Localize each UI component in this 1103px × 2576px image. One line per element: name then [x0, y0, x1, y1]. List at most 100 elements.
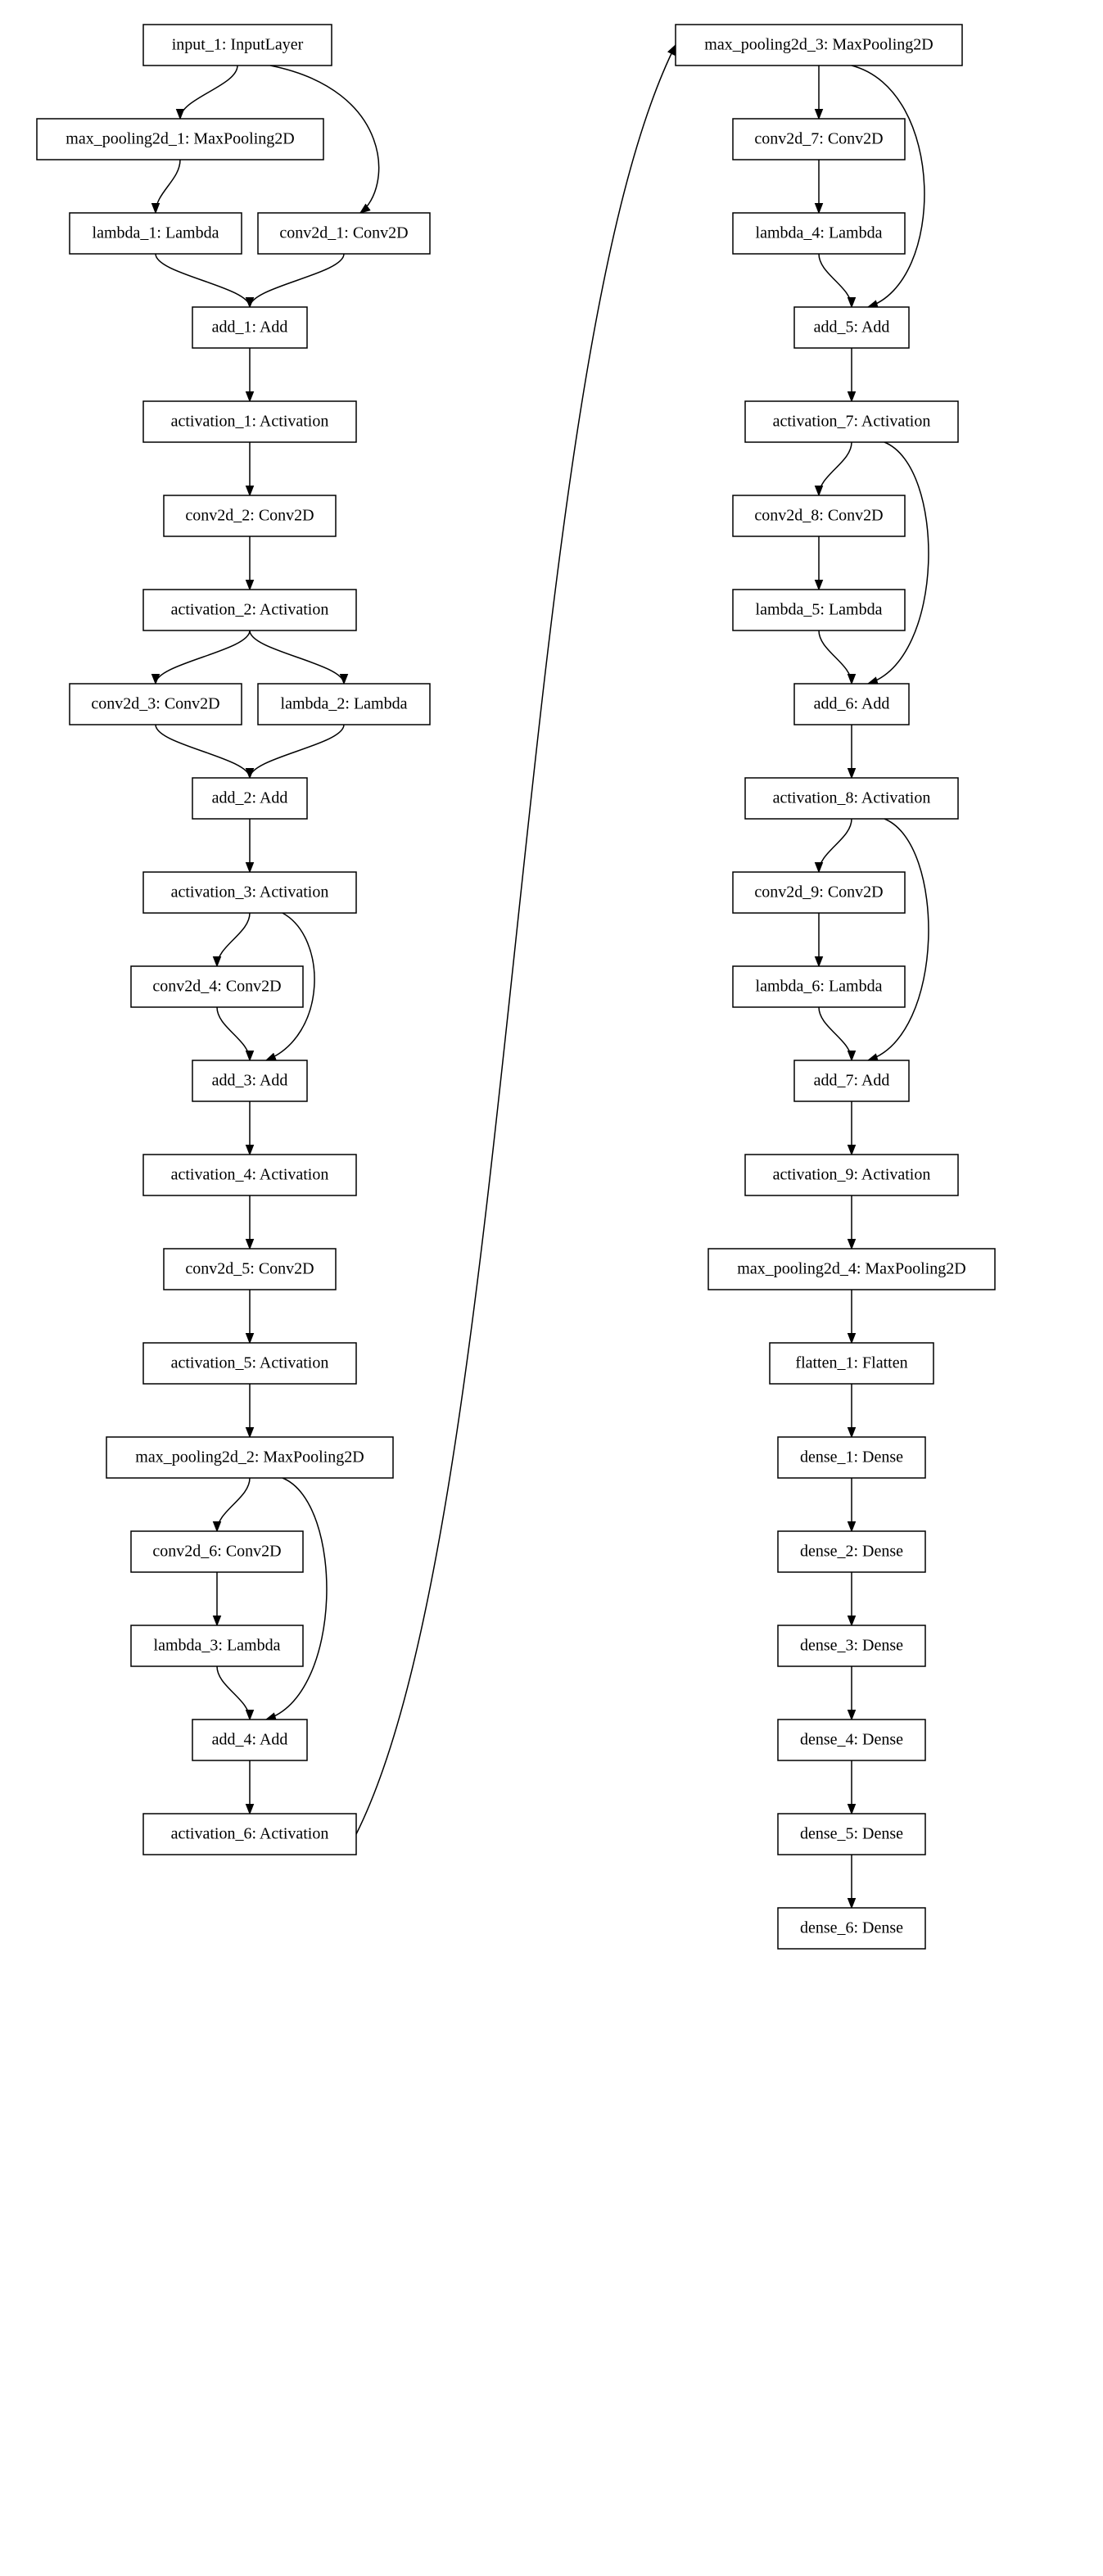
neural-network-diagram: input_1: InputLayer max_pooling2d_1: MaxP… [0, 0, 1103, 2576]
node-activation_6: activation_6: Activation [143, 1814, 356, 1855]
node-lambda_6: lambda_6: Lambda [733, 966, 905, 1007]
node-label: conv2d_1: Conv2D [279, 224, 408, 242]
node-label: dense_5: Dense [800, 1825, 903, 1843]
node-label: conv2d_4: Conv2D [152, 978, 281, 996]
node-flatten_1: flatten_1: Flatten [770, 1343, 933, 1384]
node-label: conv2d_7: Conv2D [754, 130, 883, 148]
node-conv2d_3: conv2d_3: Conv2D [70, 684, 242, 725]
node-dense_2: dense_2: Dense [778, 1531, 925, 1572]
node-add_2: add_2: Add [192, 778, 307, 819]
node-dense_3: dense_3: Dense [778, 1625, 925, 1666]
edge-max_pooling2d_3-add_5 [852, 66, 924, 307]
node-max_pooling2d_4: max_pooling2d_4: MaxPooling2D [708, 1249, 995, 1290]
edge-lambda_4-add_5 [819, 254, 852, 307]
edge-activation_8-add_7 [868, 819, 929, 1060]
node-lambda_3: lambda_3: Lambda [131, 1625, 303, 1666]
node-label: add_1: Add [212, 319, 288, 337]
node-label: lambda_3: Lambda [154, 1637, 281, 1655]
node-add_6: add_6: Add [794, 684, 909, 725]
node-label: add_6: Add [814, 695, 890, 713]
edge-activation_3-conv2d_4 [217, 913, 250, 966]
node-label: dense_6: Dense [800, 1919, 903, 1937]
node-add_5: add_5: Add [794, 307, 909, 348]
node-activation_1: activation_1: Activation [143, 401, 356, 442]
node-activation_2: activation_2: Activation [143, 590, 356, 630]
node-add_3: add_3: Add [192, 1060, 307, 1101]
node-activation_7: activation_7: Activation [745, 401, 958, 442]
node-lambda_2: lambda_2: Lambda [258, 684, 430, 725]
node-label: activation_6: Activation [171, 1825, 329, 1843]
edge-activation_7-add_6 [868, 442, 929, 684]
node-conv2d_2: conv2d_2: Conv2D [164, 495, 336, 536]
node-add_7: add_7: Add [794, 1060, 909, 1101]
node-label: conv2d_3: Conv2D [91, 695, 219, 713]
node-dense_6: dense_6: Dense [778, 1908, 925, 1949]
node-activation_5: activation_5: Activation [143, 1343, 356, 1384]
node-activation_4: activation_4: Activation [143, 1155, 356, 1195]
node-label: activation_1: Activation [171, 413, 329, 431]
edge-lambda_1-add_1 [156, 254, 250, 307]
node-label: activation_4: Activation [171, 1166, 329, 1184]
edge-input_1-max_pooling2d_1 [180, 66, 237, 119]
node-dense_4: dense_4: Dense [778, 1720, 925, 1760]
node-label: dense_2: Dense [800, 1543, 903, 1561]
edge-lambda_2-add_2 [250, 725, 344, 778]
node-activation_9: activation_9: Activation [745, 1155, 958, 1195]
node-max_pooling2d_2: max_pooling2d_2: MaxPooling2D [106, 1437, 393, 1478]
node-label: add_4: Add [212, 1731, 288, 1749]
node-label: lambda_5: Lambda [756, 601, 883, 619]
edge-conv2d_1-add_1 [250, 254, 344, 307]
node-label: add_3: Add [212, 1072, 288, 1090]
node-label: conv2d_6: Conv2D [152, 1543, 281, 1561]
node-label: conv2d_2: Conv2D [185, 507, 314, 525]
node-input_1: input_1: InputLayer [143, 25, 332, 66]
node-conv2d_8: conv2d_8: Conv2D [733, 495, 905, 536]
node-label: add_7: Add [814, 1072, 890, 1090]
node-label: conv2d_9: Conv2D [754, 884, 883, 902]
node-label: lambda_6: Lambda [756, 978, 883, 996]
node-conv2d_5: conv2d_5: Conv2D [164, 1249, 336, 1290]
edge-activation_8-conv2d_9 [819, 819, 852, 872]
node-label: max_pooling2d_4: MaxPooling2D [737, 1260, 965, 1278]
edge-max_pooling2d_2-add_4 [266, 1478, 327, 1720]
node-label: lambda_2: Lambda [281, 695, 408, 713]
node-label: conv2d_8: Conv2D [754, 507, 883, 525]
node-label: add_5: Add [814, 319, 890, 337]
node-label: activation_5: Activation [171, 1354, 329, 1372]
edge-activation_2-conv2d_3 [156, 630, 250, 684]
node-conv2d_9: conv2d_9: Conv2D [733, 872, 905, 913]
node-conv2d_7: conv2d_7: Conv2D [733, 119, 905, 160]
edge-max_pooling2d_2-conv2d_6 [217, 1478, 250, 1531]
node-add_1: add_1: Add [192, 307, 307, 348]
node-lambda_4: lambda_4: Lambda [733, 213, 905, 254]
node-lambda_5: lambda_5: Lambda [733, 590, 905, 630]
node-activation_3: activation_3: Activation [143, 872, 356, 913]
node-label: activation_2: Activation [171, 601, 329, 619]
node-label: lambda_1: Lambda [93, 224, 219, 242]
edge-activation_2-lambda_2 [250, 630, 344, 684]
node-label: activation_3: Activation [171, 884, 329, 902]
node-lambda_1: lambda_1: Lambda [70, 213, 242, 254]
node-max_pooling2d_3: max_pooling2d_3: MaxPooling2D [676, 25, 962, 66]
node-label: max_pooling2d_2: MaxPooling2D [135, 1448, 364, 1467]
node-conv2d_1: conv2d_1: Conv2D [258, 213, 430, 254]
node-add_4: add_4: Add [192, 1720, 307, 1760]
node-label: dense_3: Dense [800, 1637, 903, 1655]
edge-lambda_5-add_6 [819, 630, 852, 684]
node-conv2d_4: conv2d_4: Conv2D [131, 966, 303, 1007]
node-label: max_pooling2d_1: MaxPooling2D [66, 130, 294, 148]
edge-activation_7-conv2d_8 [819, 442, 852, 495]
edge-lambda_6-add_7 [819, 1007, 852, 1060]
edge-activation_6-max_pooling2d_3 [356, 45, 676, 1834]
node-dense_5: dense_5: Dense [778, 1814, 925, 1855]
node-label: activation_7: Activation [773, 413, 931, 431]
node-conv2d_6: conv2d_6: Conv2D [131, 1531, 303, 1572]
node-label: conv2d_5: Conv2D [185, 1260, 314, 1278]
node-label: dense_1: Dense [800, 1448, 903, 1467]
node-label: add_2: Add [212, 789, 288, 807]
nodes-group: input_1: InputLayer max_pooling2d_1: MaxP… [37, 25, 995, 1949]
node-label: input_1: InputLayer [172, 36, 304, 54]
node-dense_1: dense_1: Dense [778, 1437, 925, 1478]
node-label: lambda_4: Lambda [756, 224, 883, 242]
node-label: dense_4: Dense [800, 1731, 903, 1749]
